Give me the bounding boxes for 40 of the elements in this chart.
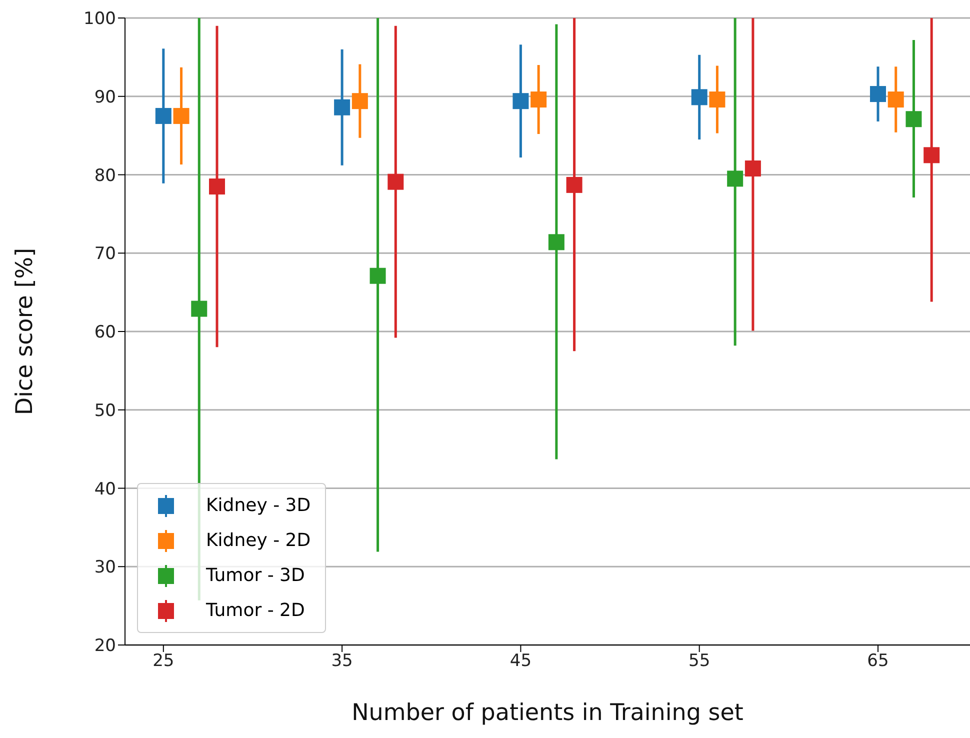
legend-label: Kidney - 3D xyxy=(206,495,311,516)
point xyxy=(727,170,744,187)
x-tick-label: 35 xyxy=(331,651,353,672)
point xyxy=(512,93,529,110)
y-axis-title: Dice score [%] xyxy=(12,248,38,416)
x-tick-label: 65 xyxy=(867,651,889,672)
y-tick-label: 60 xyxy=(94,322,116,343)
x-tick-label: 45 xyxy=(510,651,532,672)
point xyxy=(548,234,564,250)
point xyxy=(370,268,386,284)
legend-label: Tumor - 3D xyxy=(206,565,305,586)
point xyxy=(388,174,404,190)
x-tick-label: 25 xyxy=(152,651,174,672)
point xyxy=(530,92,547,108)
point xyxy=(566,176,582,193)
point xyxy=(709,92,726,108)
point xyxy=(870,86,886,102)
point xyxy=(173,108,190,124)
point xyxy=(155,108,172,124)
x-axis-title: Number of patients in Training set xyxy=(352,700,744,726)
y-tick-label: 50 xyxy=(94,400,116,421)
point xyxy=(691,89,708,106)
point xyxy=(924,147,940,164)
point xyxy=(744,160,761,176)
point xyxy=(352,93,368,110)
y-tick-label: 20 xyxy=(94,636,116,656)
legend-label: Tumor - 2D xyxy=(206,600,305,621)
y-tick-label: 100 xyxy=(84,9,116,30)
x-tick-label: 55 xyxy=(688,651,710,672)
y-tick-label: 70 xyxy=(94,244,116,264)
point xyxy=(906,111,922,128)
point xyxy=(334,99,350,116)
point xyxy=(209,178,226,195)
y-tick-label: 30 xyxy=(94,558,116,578)
legend-label: Kidney - 2D xyxy=(206,530,311,551)
y-tick-label: 40 xyxy=(94,479,116,500)
point xyxy=(888,92,904,108)
y-tick-label: 80 xyxy=(94,166,116,186)
y-tick-label: 90 xyxy=(94,87,116,108)
point xyxy=(191,300,208,317)
